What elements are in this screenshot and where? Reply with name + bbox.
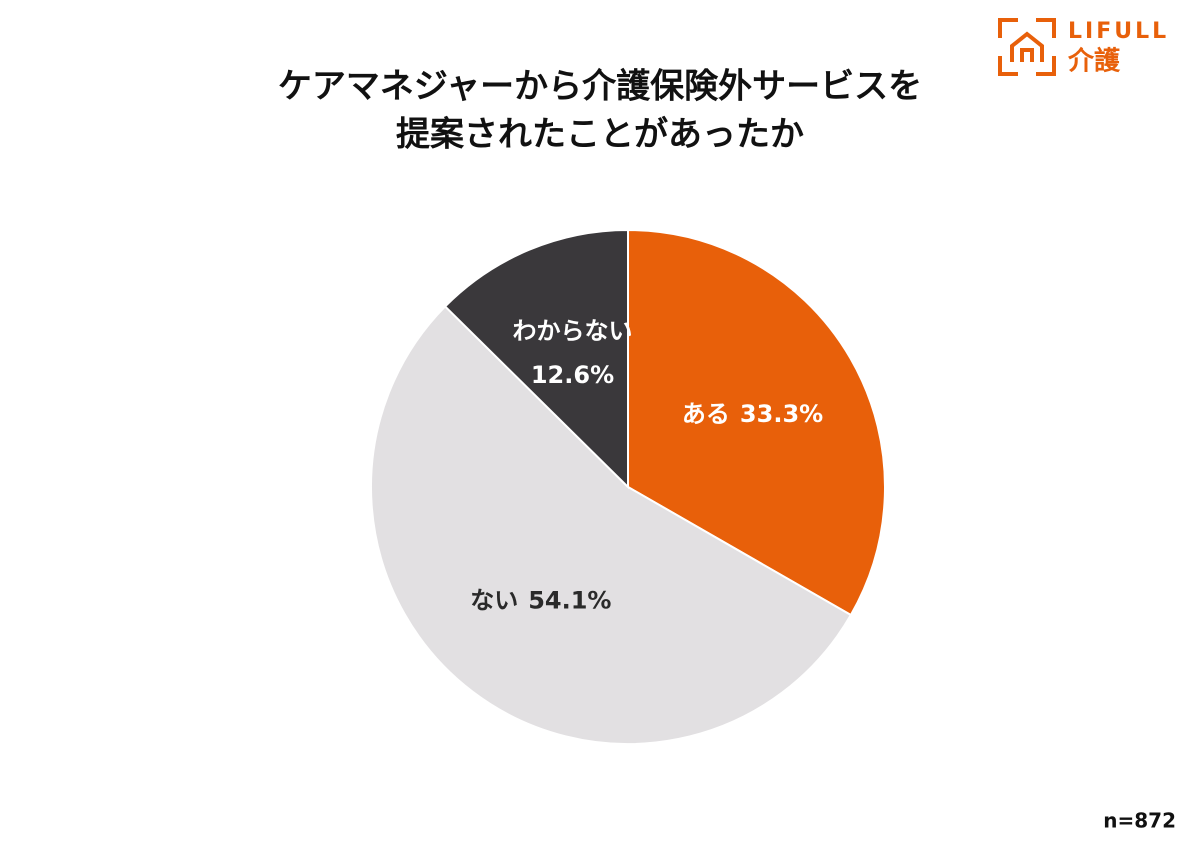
- slice-value: 12.6%: [531, 361, 614, 389]
- slice-value: 33.3%: [740, 400, 823, 428]
- logo: LIFULL 介護: [998, 18, 1169, 77]
- slice-label: わからない 12.6%: [513, 317, 633, 389]
- slice-category: ある: [682, 400, 730, 428]
- chart-title: ケアマネジャーから介護保険外サービスを: [278, 67, 922, 107]
- logo-house: [1010, 31, 1044, 62]
- logo-service: 介護: [1067, 46, 1121, 77]
- slice-label: ない 54.1%: [470, 587, 611, 615]
- slice-category: ない: [470, 587, 518, 615]
- slice-category: わからない: [513, 317, 633, 345]
- chart-title: 提案されたことがあったか: [396, 115, 804, 155]
- pie-slice: [443, 228, 629, 490]
- pie-slice: [627, 228, 886, 617]
- sample-size: n=872: [1103, 809, 1176, 833]
- slice-value: 54.1%: [528, 587, 611, 615]
- slice-label: ある 33.3%: [682, 400, 823, 428]
- logo-frame: [998, 18, 1056, 76]
- logo-brand: LIFULL: [1068, 19, 1169, 44]
- pie-slice: [370, 305, 853, 745]
